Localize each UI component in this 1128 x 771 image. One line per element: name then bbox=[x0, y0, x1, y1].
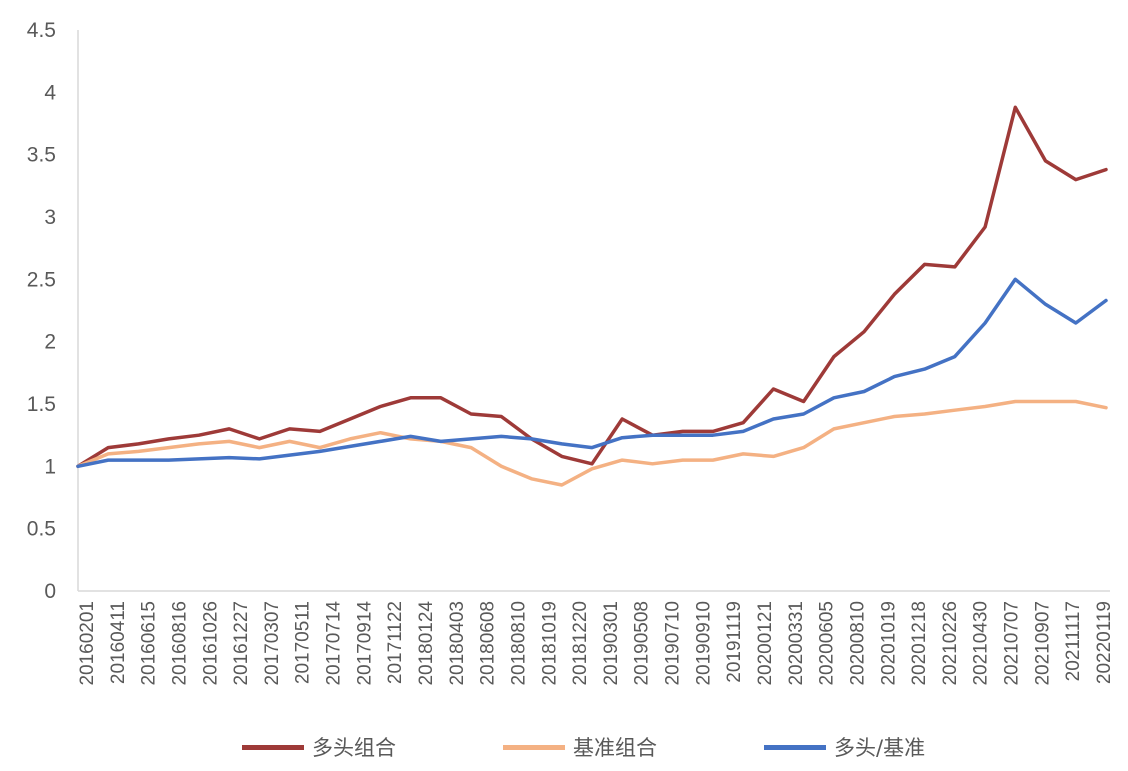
x-tick-label: 20160411 bbox=[108, 601, 129, 684]
x-tick-label: 20171122 bbox=[385, 601, 406, 684]
x-tick-label: 20190710 bbox=[663, 601, 684, 686]
legend: 多头组合 基准组合 多头/基准 bbox=[0, 732, 1128, 762]
y-tick-label: 1.5 bbox=[27, 393, 56, 416]
y-tick-label: 3 bbox=[44, 206, 56, 229]
x-tick-label: 20190910 bbox=[693, 601, 714, 686]
x-tick-label: 20201019 bbox=[878, 601, 899, 686]
y-tick-label: 4 bbox=[44, 81, 56, 104]
x-tick-label: 20180810 bbox=[508, 601, 529, 686]
x-tick-label: 20181019 bbox=[539, 601, 560, 686]
line-chart: 00.511.522.533.544.5 20160201 20160411 201… bbox=[27, 19, 1115, 686]
x-tick-label: 20181220 bbox=[570, 601, 591, 686]
x-tick-label: 20211117 bbox=[1063, 601, 1084, 681]
x-tick-label: 20200121 bbox=[755, 601, 776, 686]
legend-item-long: 多头组合 bbox=[242, 732, 396, 762]
x-tick-label: 20170511 bbox=[293, 601, 314, 684]
y-tick-label: 2 bbox=[44, 331, 56, 354]
y-tick-label: 0 bbox=[44, 580, 56, 603]
series-line-ratio bbox=[76, 277, 1108, 469]
x-tick-label: 20210226 bbox=[940, 601, 961, 686]
x-tick-label: 20210707 bbox=[1002, 601, 1023, 686]
x-tick-label: 20210430 bbox=[971, 601, 992, 686]
y-tick-label: 4.5 bbox=[27, 19, 56, 42]
legend-swatch-ratio bbox=[764, 744, 826, 750]
x-axis-labels: 20160201 20160411 20160615 20160816 20161026… bbox=[77, 601, 1115, 686]
x-tick-label: 20170914 bbox=[354, 601, 375, 686]
x-tick-label: 20160615 bbox=[139, 601, 160, 686]
y-tick-label: 2.5 bbox=[27, 268, 56, 291]
legend-label-long: 多头组合 bbox=[312, 736, 396, 760]
y-tick-label: 1 bbox=[44, 455, 56, 478]
x-tick-label: 20160201 bbox=[77, 601, 98, 686]
y-tick-label: 0.5 bbox=[27, 518, 56, 541]
legend-label-ratio: 多头/基准 bbox=[834, 736, 926, 760]
series-line-long bbox=[76, 105, 1108, 469]
x-tick-label: 20161026 bbox=[200, 601, 221, 686]
legend-item-ratio: 多头/基准 bbox=[764, 732, 925, 762]
x-tick-label: 20170714 bbox=[324, 601, 345, 686]
y-tick-label: 3.5 bbox=[27, 144, 56, 167]
series-line-benchmark bbox=[76, 399, 1108, 487]
x-tick-label: 20170307 bbox=[262, 601, 283, 686]
x-tick-label: 20200810 bbox=[847, 601, 868, 686]
x-tick-label: 20200331 bbox=[786, 601, 807, 686]
x-tick-label: 20160816 bbox=[169, 601, 190, 686]
x-tick-label: 20200605 bbox=[817, 601, 838, 686]
x-tick-label: 20191119 bbox=[724, 601, 745, 683]
x-tick-label: 20180403 bbox=[447, 601, 468, 686]
legend-swatch-benchmark bbox=[503, 744, 565, 750]
x-tick-label: 20180608 bbox=[478, 601, 499, 686]
legend-swatch-long bbox=[242, 744, 304, 750]
x-tick-label: 20190301 bbox=[601, 601, 622, 686]
legend-item-benchmark: 基准组合 bbox=[503, 732, 657, 762]
y-axis-labels: 0 0.5 1 1.5 2 2.5 3 3.5 4 4.5 bbox=[27, 19, 57, 603]
x-tick-label: 20180124 bbox=[416, 601, 437, 686]
x-tick-label: 20220119 bbox=[1094, 601, 1115, 684]
x-tick-label: 20210907 bbox=[1032, 601, 1053, 686]
x-tick-label: 20201218 bbox=[909, 601, 930, 686]
x-tick-label: 20190508 bbox=[632, 601, 653, 686]
series-layer bbox=[76, 105, 1108, 487]
legend-label-benchmark: 基准组合 bbox=[573, 736, 657, 760]
x-tick-label: 20161227 bbox=[231, 601, 252, 686]
